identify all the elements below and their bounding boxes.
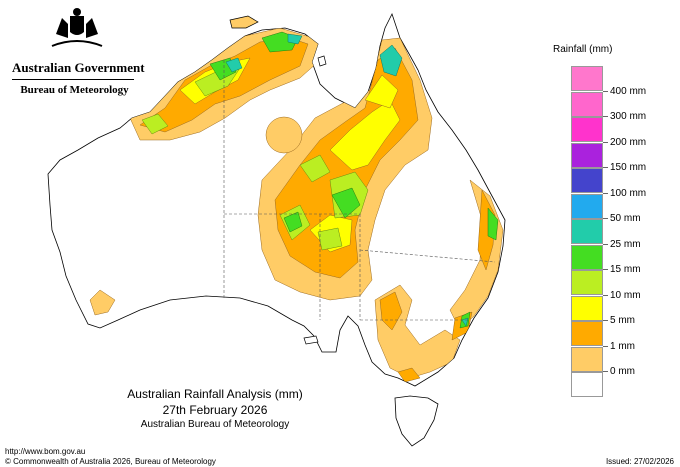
header-divider <box>12 79 134 80</box>
footer-issued-date: Issued: 27/02/2026 <box>605 457 674 466</box>
legend-tick <box>603 371 608 372</box>
map-source: Australian Bureau of Meteorology <box>140 419 290 430</box>
legend-swatch <box>571 219 603 244</box>
footer-url-link[interactable]: http://www.bom.gov.au <box>5 447 86 456</box>
legend-tick <box>603 167 608 168</box>
state-borders <box>223 60 496 321</box>
legend-swatch <box>571 372 603 397</box>
map-date: 27th February 2026 <box>162 403 268 417</box>
legend-tick <box>603 192 608 194</box>
legend-swatch-top <box>571 66 603 91</box>
legend-swatch <box>571 142 603 168</box>
legend-swatch <box>571 244 603 270</box>
legend-swatch <box>571 321 603 346</box>
legend-title: Rainfall (mm) <box>553 44 613 55</box>
tasmania <box>394 395 439 447</box>
legend-swatch <box>571 91 603 117</box>
legend-label: 200 mm <box>610 136 647 148</box>
legend-swatch <box>571 346 603 372</box>
legend-tick <box>603 294 608 296</box>
legend-label: 300 mm <box>610 111 647 122</box>
legend-label: 100 mm <box>610 187 647 199</box>
groote-eylandt <box>317 55 327 67</box>
legend-swatch <box>571 270 603 295</box>
legend-tick <box>603 141 608 143</box>
legend-swatch <box>571 193 603 219</box>
bureau-name: Bureau of Meteorology <box>20 84 129 96</box>
legend-label: 25 mm <box>610 238 641 250</box>
footer-copyright: © Commonwealth of Australia 2026, Bureau… <box>5 457 216 466</box>
legend-tick <box>603 269 608 270</box>
legend-swatch <box>571 117 603 142</box>
legend-swatch <box>571 168 603 193</box>
legend-label: 10 mm <box>610 289 641 301</box>
legend-label: 150 mm <box>610 162 647 173</box>
map-title: Australian Rainfall Analysis (mm) <box>127 387 303 401</box>
government-name: Australian Government <box>12 60 145 75</box>
legend-label: 400 mm <box>610 85 647 97</box>
legend-tick <box>603 243 608 245</box>
rain-50mm-areas <box>225 33 469 327</box>
melville-island <box>229 15 259 29</box>
legend-tick <box>603 320 608 321</box>
legend-tick <box>603 90 608 92</box>
legend-label: 0 mm <box>610 366 635 377</box>
legend-tick <box>603 218 608 219</box>
map-title-block: Australian Rainfall Analysis (mm) 27th F… <box>125 386 305 432</box>
legend-label: 1 mm <box>610 340 635 352</box>
legend-swatch <box>571 295 603 321</box>
legend-label: 50 mm <box>610 213 641 224</box>
rain-25mm-areas <box>209 31 499 329</box>
legend-label: 5 mm <box>610 315 635 326</box>
legend-tick <box>603 116 608 117</box>
coat-of-arms-icon <box>51 8 103 47</box>
rainfall-legend: Rainfall (mm) 400 mm 300 mm 200 mm 150 mm 10… <box>553 44 673 397</box>
legend-label: 15 mm <box>610 264 641 275</box>
government-logo[interactable]: Australian Government Bureau of Meteorol… <box>8 6 145 96</box>
legend-tick <box>603 345 608 347</box>
kangaroo-island <box>303 335 319 345</box>
